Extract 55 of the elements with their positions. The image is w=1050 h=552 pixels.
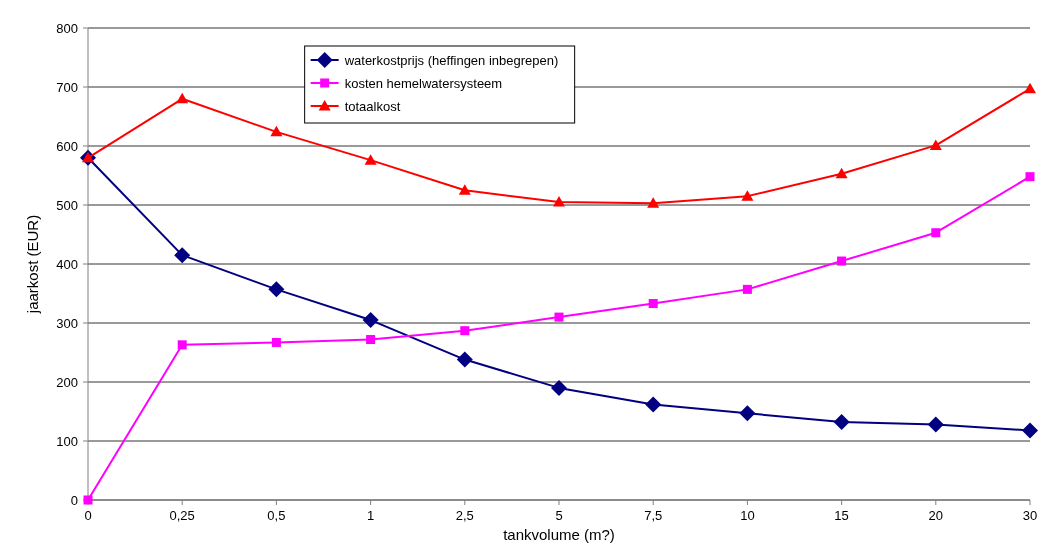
point — [648, 299, 658, 309]
point — [174, 247, 191, 264]
x-tick-label: 10 — [740, 508, 755, 523]
y-tick-label: 100 — [56, 433, 78, 449]
point — [835, 167, 848, 179]
x-tick-label: 1 — [366, 508, 375, 523]
x-tick-label: 0,25 — [169, 508, 195, 523]
point — [554, 312, 564, 322]
point — [366, 335, 376, 345]
point — [270, 125, 283, 137]
legend-label: kosten hemelwatersysteem — [344, 75, 503, 91]
point — [364, 154, 377, 165]
y-tick-label: 500 — [56, 197, 78, 213]
y-axis-title: jaarkost (EUR) — [24, 214, 41, 315]
x-axis-title: tankvolume (m?) — [503, 526, 615, 543]
point — [931, 228, 941, 238]
point — [553, 196, 565, 207]
x-tick-label: 7,5 — [644, 508, 663, 523]
x-tick-label: 0 — [84, 508, 92, 523]
point — [742, 284, 752, 294]
point — [645, 396, 662, 413]
point — [837, 256, 847, 266]
point — [1025, 172, 1035, 182]
legend-label: waterkostprijs (heffingen inbegrepen) — [343, 52, 559, 68]
legend-label: totaalkost — [344, 98, 401, 114]
x-tick-label: 5 — [555, 508, 563, 523]
point — [176, 92, 189, 104]
point — [362, 312, 379, 329]
x-tick-label: 15 — [834, 508, 849, 523]
point — [177, 340, 187, 350]
point — [929, 139, 942, 150]
point — [647, 197, 660, 208]
point — [271, 337, 281, 347]
y-tick-label: 400 — [56, 256, 78, 272]
point — [927, 416, 944, 433]
point — [456, 351, 473, 368]
y-tick-label: 200 — [56, 374, 78, 390]
point — [1024, 82, 1036, 94]
x-tick-label: 0,5 — [267, 508, 286, 523]
y-tick-label: 800 — [56, 20, 78, 36]
point — [741, 190, 754, 201]
point — [458, 184, 471, 195]
y-tick-label: 0 — [70, 492, 78, 508]
y-tick-label: 600 — [56, 138, 78, 154]
point — [739, 405, 756, 422]
point — [460, 326, 470, 336]
x-tick-label: 30 — [1022, 508, 1038, 523]
x-tick-label: 20 — [928, 508, 944, 523]
x-tick-label: 2,5 — [455, 508, 474, 523]
y-tick-label: 300 — [56, 315, 78, 331]
point — [551, 379, 567, 396]
point — [268, 281, 285, 298]
point — [833, 414, 850, 431]
y-tick-label: 700 — [56, 79, 78, 95]
point — [1022, 422, 1038, 439]
